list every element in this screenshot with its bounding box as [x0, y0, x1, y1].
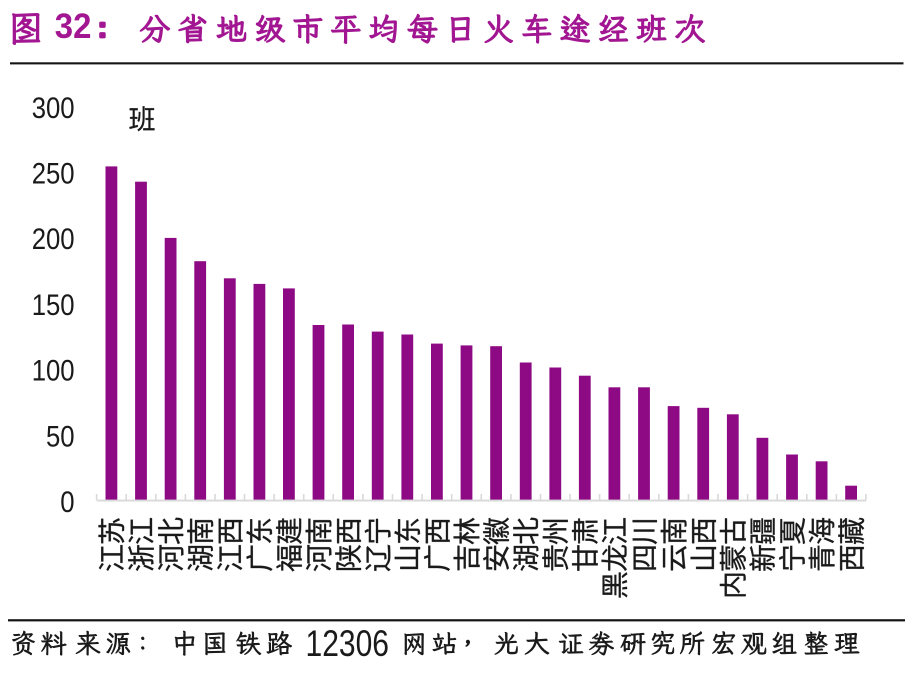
svg-text:32: 32	[55, 7, 92, 46]
svg-text:300: 300	[32, 92, 75, 125]
svg-text:0: 0	[60, 486, 74, 519]
svg-text:150: 150	[32, 289, 75, 322]
svg-text:100: 100	[32, 355, 75, 388]
svg-text:200: 200	[32, 223, 75, 256]
svg-text:250: 250	[32, 158, 75, 191]
svg-text:12306: 12306	[306, 623, 390, 664]
svg-text:50: 50	[46, 420, 75, 453]
